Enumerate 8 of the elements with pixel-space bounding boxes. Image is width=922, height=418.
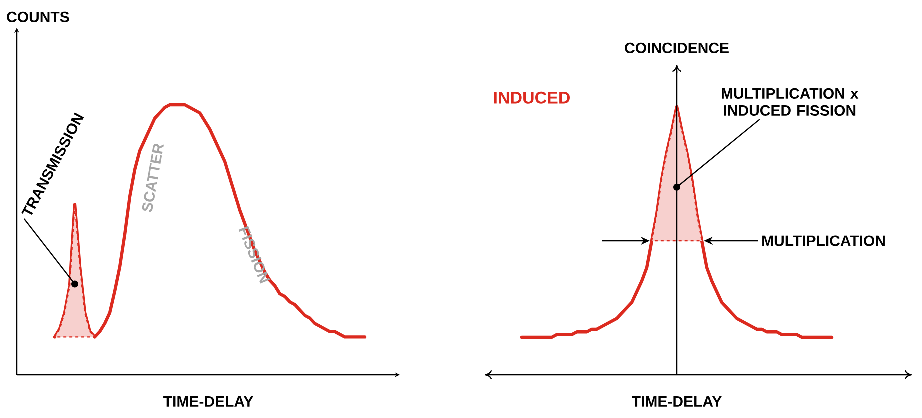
annotation: MULTIPLICATION x INDUCED FISSION [722,88,859,116]
annotation: SCATTER [142,144,164,212]
text: INDUCED [494,92,570,104]
x-axis-title: TIME-DELAY [632,396,722,407]
y-axis-title: COUNTS [7,12,70,22]
x-axis-title: TIME-DELAY [164,396,254,407]
y-axis-title: COINCIDENCE [625,42,729,54]
annotation: MULTIPLICATION [762,236,885,246]
